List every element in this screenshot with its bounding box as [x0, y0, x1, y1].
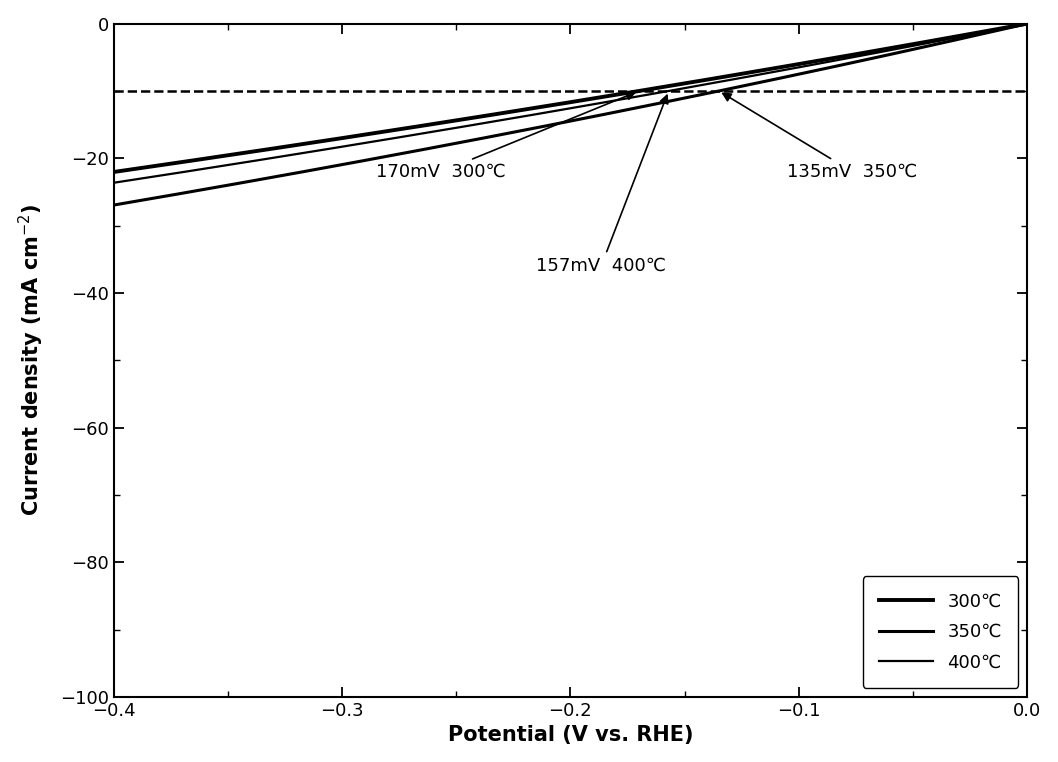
Text: 170mV  300℃: 170mV 300℃	[377, 92, 635, 181]
X-axis label: Potential (V vs. RHE): Potential (V vs. RHE)	[448, 725, 693, 745]
Text: 157mV  400℃: 157mV 400℃	[536, 95, 668, 275]
Text: 135mV  350℃: 135mV 350℃	[723, 94, 917, 181]
Legend: 300℃, 350℃, 400℃: 300℃, 350℃, 400℃	[862, 576, 1018, 688]
Y-axis label: Current density (mA cm$^{-2}$): Current density (mA cm$^{-2}$)	[17, 204, 45, 517]
